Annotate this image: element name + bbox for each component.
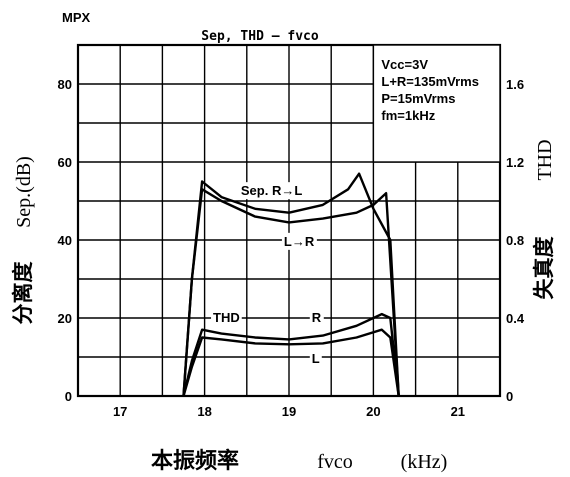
conditions-box: Vcc=3V L+R=135mVrms P=15mVrms fm=1kHz	[372, 44, 501, 163]
annotation-bg	[309, 349, 322, 367]
y-tick-left-label: 0	[65, 389, 72, 404]
condition-text: Vcc=3V	[381, 57, 428, 72]
annotation-bg	[281, 232, 317, 250]
xlabel-latin: fvco	[317, 451, 353, 473]
y-tick-left-label: 40	[58, 233, 72, 248]
condition-text: P=15mVrms	[381, 91, 455, 106]
annotation-r: R	[312, 310, 322, 325]
condition-text: fm=1kHz	[381, 108, 435, 123]
ticks: 17 18 19 20 21 0 20 40 60 80 0 0.4 0.8 1.2 1.6	[58, 77, 525, 419]
y-tick-right-label: 0	[506, 389, 513, 404]
annotation-l: L	[312, 351, 320, 366]
series-line-1	[182, 188, 400, 397]
condition-text: L+R=135mVrms	[381, 74, 479, 89]
x-tick-label: 19	[282, 404, 296, 419]
annotation-thd: THD	[213, 310, 240, 325]
x-tick-label: 17	[113, 404, 127, 419]
annotation-sep-r-to-l: Sep. R→L	[241, 183, 302, 198]
conditions-box-bg	[372, 44, 501, 163]
annotation-bg	[211, 308, 242, 326]
x-tick-label: 21	[451, 404, 465, 419]
y-tick-left-label: 20	[58, 311, 72, 326]
series-line-3	[182, 328, 400, 397]
xlabel-cjk: 本振频率	[151, 448, 239, 473]
y-tick-left-label: 60	[58, 155, 72, 170]
y-tick-right-label: 0.4	[506, 311, 525, 326]
y-tick-left-label: 80	[58, 77, 72, 92]
ylabel-left-cjk: 分离度	[11, 262, 35, 325]
ylabel-right-cjk: 失真度	[532, 237, 556, 300]
header-label: MPX	[62, 10, 91, 25]
annotation-l-to-r: L→R	[284, 234, 315, 249]
annotation-bg	[309, 308, 324, 326]
xlabel-unit: (kHz)	[401, 451, 448, 473]
x-tick-label: 20	[366, 404, 380, 419]
ylabel-right-latin: THD	[534, 139, 556, 180]
y-tick-right-label: 0.8	[506, 233, 524, 248]
series-line-2	[182, 312, 400, 397]
annotation-bg	[238, 182, 305, 200]
ylabel-left-latin: Sep.(dB)	[13, 156, 35, 228]
chart-title: Sep, THD – fvco	[201, 29, 319, 44]
series-layer	[182, 172, 400, 397]
x-tick-label: 18	[197, 404, 211, 419]
y-tick-right-label: 1.6	[506, 77, 524, 92]
y-tick-right-label: 1.2	[506, 155, 524, 170]
